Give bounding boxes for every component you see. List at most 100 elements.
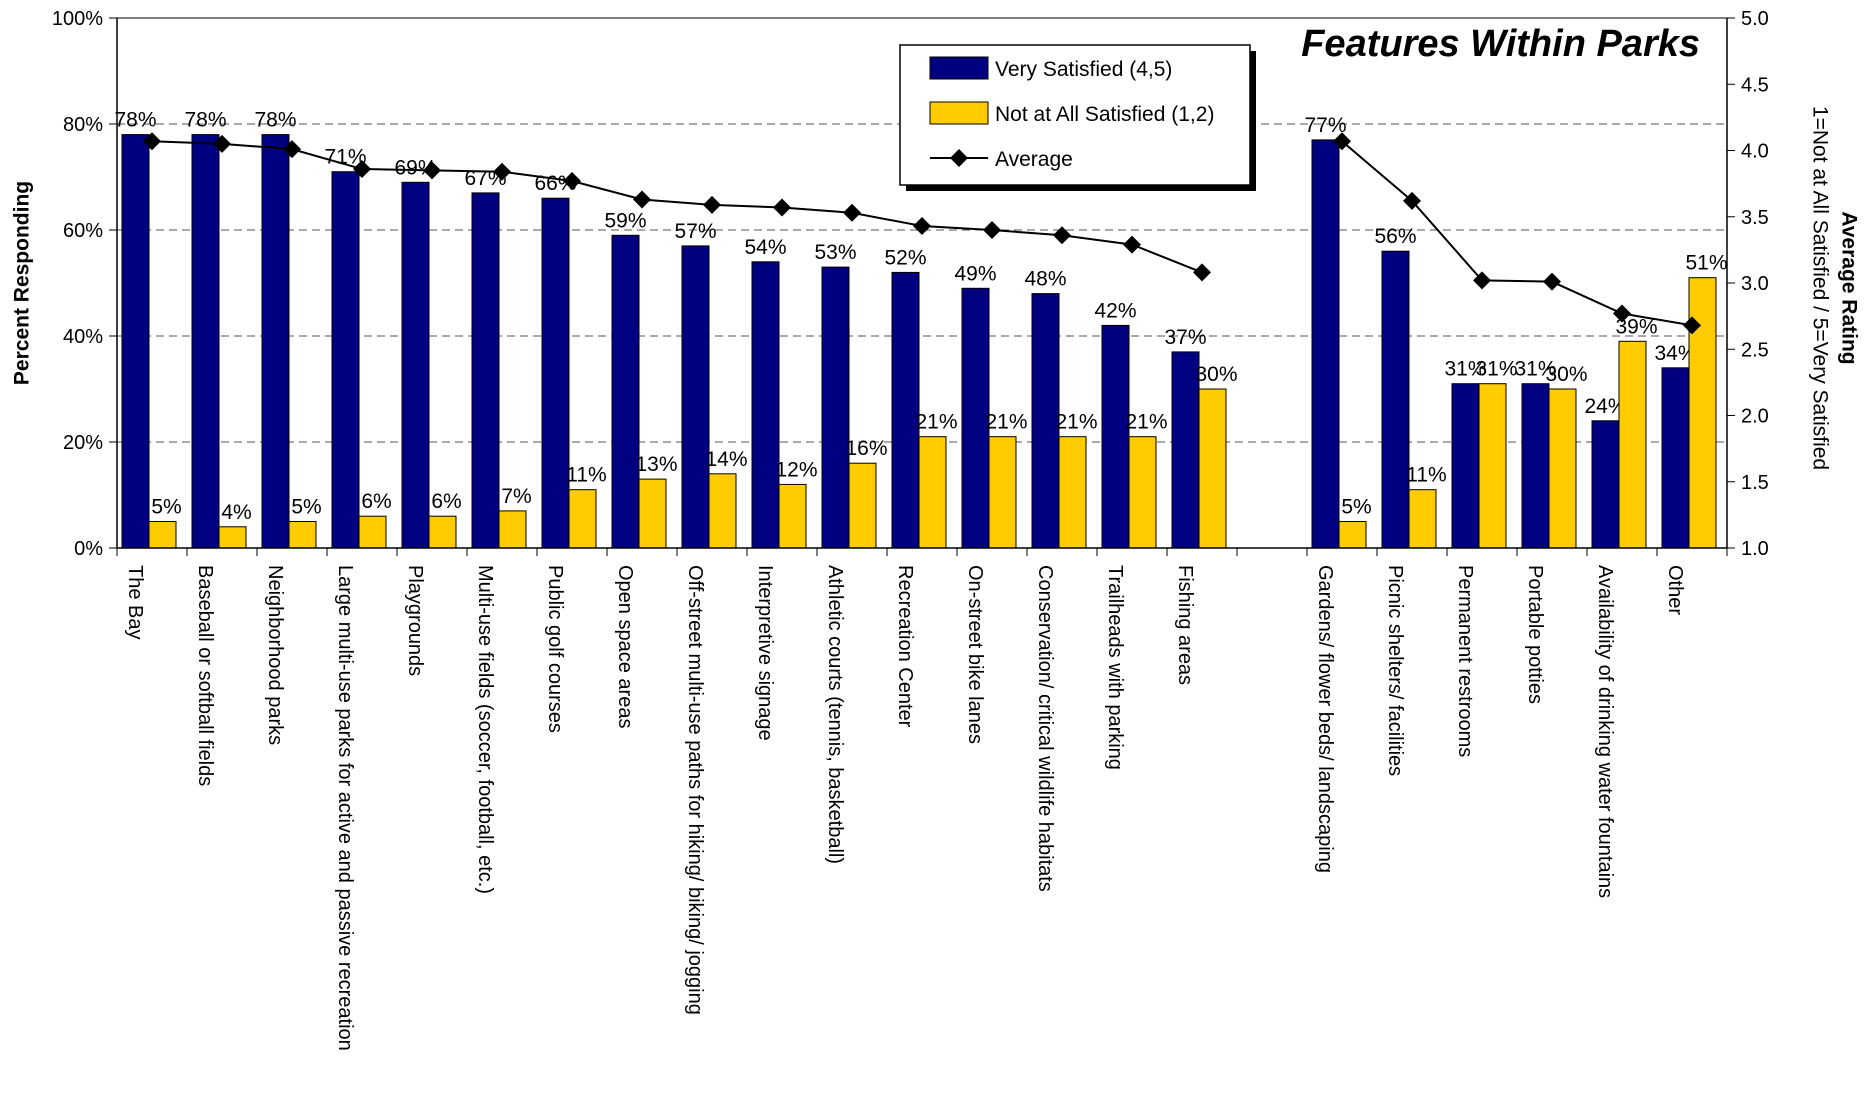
- data-label-not-satisfied: 16%: [845, 437, 887, 460]
- data-label-very-satisfied: 54%: [744, 236, 786, 259]
- category-label: On-street bike lanes: [964, 565, 986, 744]
- category-label: Off-street multi-use paths for hiking/ b…: [684, 565, 706, 1015]
- y2-tick-label: 3.0: [1741, 273, 1769, 295]
- category-label: Baseball or softball fields: [194, 565, 216, 786]
- average-marker: [423, 161, 441, 180]
- y2-tick-label: 5.0: [1741, 8, 1769, 30]
- average-marker: [913, 217, 931, 236]
- average-marker: [493, 162, 511, 181]
- chart-title: Features Within Parks: [1301, 23, 1700, 65]
- data-label-very-satisfied: 71%: [324, 146, 366, 169]
- data-label-not-satisfied: 6%: [361, 490, 391, 513]
- category-label: Availability of drinking water fountains: [1594, 565, 1616, 898]
- bar-very-satisfied: [401, 181, 430, 549]
- y2-axis-subtitle: 1=Not at All Satisfied / 5=Very Satisfie…: [1809, 106, 1832, 470]
- data-label-not-satisfied: 21%: [915, 411, 957, 434]
- bar-very-satisfied: [541, 197, 570, 549]
- average-marker: [1123, 235, 1141, 254]
- y2-tick-label: 3.5: [1741, 207, 1769, 229]
- category-label: Permanent restrooms: [1454, 565, 1476, 757]
- average-marker: [1403, 191, 1421, 210]
- y2-tick-label: 2.5: [1741, 339, 1769, 361]
- average-marker: [843, 203, 861, 222]
- y2-tick-label: 1.0: [1741, 538, 1769, 560]
- category-label: Fishing areas: [1174, 565, 1196, 685]
- data-label-not-satisfied: 11%: [566, 464, 606, 487]
- bar-very-satisfied: [751, 261, 780, 549]
- bar-very-satisfied: [121, 134, 150, 549]
- legend-swatch-not-satisfied: [929, 101, 989, 125]
- data-label-not-satisfied: 5%: [291, 496, 321, 519]
- data-label-very-satisfied: 49%: [954, 262, 996, 285]
- y-tick-label: 100%: [52, 8, 103, 30]
- bar-not-satisfied: [1058, 436, 1087, 549]
- bar-very-satisfied: [1171, 351, 1200, 549]
- bar-not-satisfied: [218, 526, 247, 549]
- data-label-very-satisfied: 48%: [1024, 268, 1066, 291]
- average-marker: [1473, 271, 1491, 290]
- bar-very-satisfied: [471, 192, 500, 549]
- category-label: Neighborhood parks: [264, 565, 286, 745]
- data-label-not-satisfied: 21%: [1055, 411, 1097, 434]
- bar-very-satisfied: [1591, 420, 1620, 549]
- data-label-not-satisfied: 30%: [1545, 363, 1587, 386]
- bar-not-satisfied: [358, 515, 387, 549]
- category-label: Public golf courses: [544, 565, 566, 733]
- data-label-not-satisfied: 21%: [985, 411, 1027, 434]
- data-label-very-satisfied: 42%: [1094, 299, 1136, 322]
- bar-very-satisfied: [1521, 383, 1550, 549]
- bar-not-satisfied: [918, 436, 947, 549]
- average-marker: [633, 190, 651, 209]
- data-label-very-satisfied: 56%: [1374, 225, 1416, 248]
- average-marker: [283, 140, 301, 159]
- legend-swatch-very-satisfied: [929, 56, 989, 80]
- average-marker: [773, 198, 791, 217]
- data-label-not-satisfied: 30%: [1195, 363, 1237, 386]
- legend-label-not-satisfied: Not at All Satisfied (1,2): [995, 103, 1214, 126]
- y-tick-label: 20%: [63, 432, 103, 454]
- category-label: Playgrounds: [404, 565, 426, 676]
- data-label-very-satisfied: 31%: [1444, 358, 1486, 381]
- average-marker: [1613, 304, 1631, 323]
- legend-label-average: Average: [995, 148, 1073, 171]
- bar-very-satisfied: [1311, 139, 1340, 549]
- bar-not-satisfied: [638, 478, 667, 549]
- data-label-not-satisfied: 12%: [775, 458, 817, 481]
- average-marker: [1193, 263, 1211, 282]
- data-label-very-satisfied: 24%: [1584, 395, 1626, 418]
- category-label: Portable potties: [1524, 565, 1546, 704]
- bar-very-satisfied: [611, 234, 640, 549]
- average-marker: [1683, 316, 1701, 335]
- bar-very-satisfied: [1101, 324, 1130, 549]
- data-label-very-satisfied: 77%: [1304, 114, 1346, 137]
- y2-axis-title: Average Rating: [1838, 211, 1861, 364]
- data-label-very-satisfied: 53%: [814, 241, 856, 264]
- average-marker: [1543, 272, 1561, 291]
- average-line: [1341, 140, 1693, 327]
- category-label: Other: [1664, 565, 1686, 615]
- bar-very-satisfied: [331, 171, 360, 549]
- data-label-very-satisfied: 34%: [1654, 342, 1696, 365]
- bar-very-satisfied: [961, 287, 990, 549]
- average-marker: [703, 195, 721, 214]
- category-label: The Bay: [124, 565, 146, 639]
- data-label-very-satisfied: 78%: [254, 109, 296, 132]
- bar-not-satisfied: [1478, 383, 1507, 549]
- category-label: Large multi-use parks for active and pas…: [334, 565, 356, 1051]
- bar-not-satisfied: [288, 521, 317, 549]
- data-label-not-satisfied: 6%: [431, 490, 461, 513]
- category-label: Multi-use fields (soccer, football, etc.…: [474, 565, 496, 894]
- data-label-not-satisfied: 7%: [501, 485, 531, 508]
- average-marker: [563, 171, 581, 190]
- average-line: [151, 140, 1203, 274]
- bar-very-satisfied: [261, 134, 290, 549]
- data-label-not-satisfied: 51%: [1685, 252, 1727, 275]
- data-label-very-satisfied: 78%: [114, 109, 156, 132]
- data-label-not-satisfied: 21%: [1125, 411, 1167, 434]
- data-label-not-satisfied: 5%: [151, 496, 181, 519]
- category-label: Athletic courts (tennis, basketball): [824, 565, 846, 864]
- data-label-not-satisfied: 39%: [1615, 315, 1657, 338]
- data-label-very-satisfied: 57%: [674, 220, 716, 243]
- bar-not-satisfied: [1408, 489, 1437, 549]
